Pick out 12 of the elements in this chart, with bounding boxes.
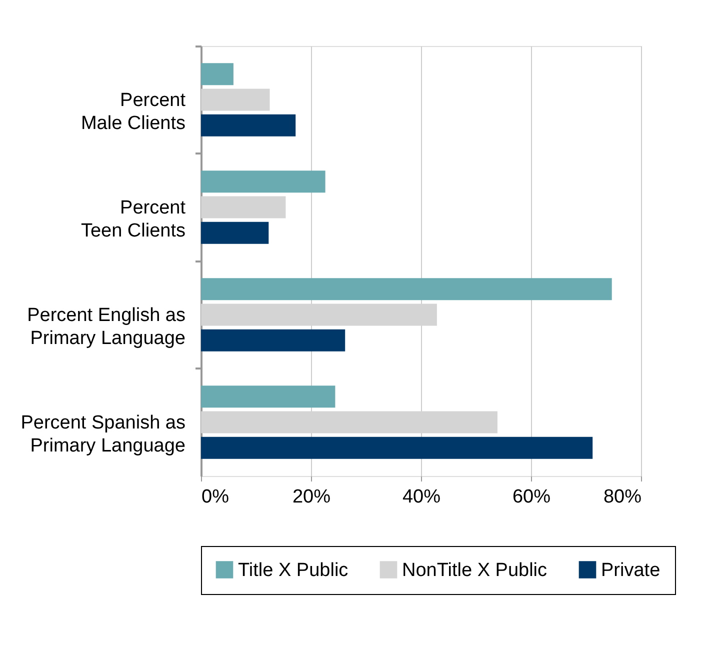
y-tick-label: Percent Male Clients — [80, 90, 186, 134]
legend-label: Title X Public — [238, 560, 348, 581]
y-tick-label: Percent English as Primary Language — [27, 304, 186, 349]
x-tick-label: 60% — [512, 486, 551, 508]
legend-label: NonTitle X Public — [402, 560, 548, 581]
y-tick-label: Percent Spanish as Primary Language — [20, 412, 186, 456]
x-tick-label: 20% — [292, 486, 331, 508]
x-tick-label: 40% — [402, 486, 441, 508]
legend-label: Private — [601, 560, 660, 581]
y-tick-label: Percent Teen Clients — [80, 197, 186, 242]
x-tick-label: 0% — [202, 486, 230, 508]
x-tick-label: 80% — [603, 486, 642, 508]
